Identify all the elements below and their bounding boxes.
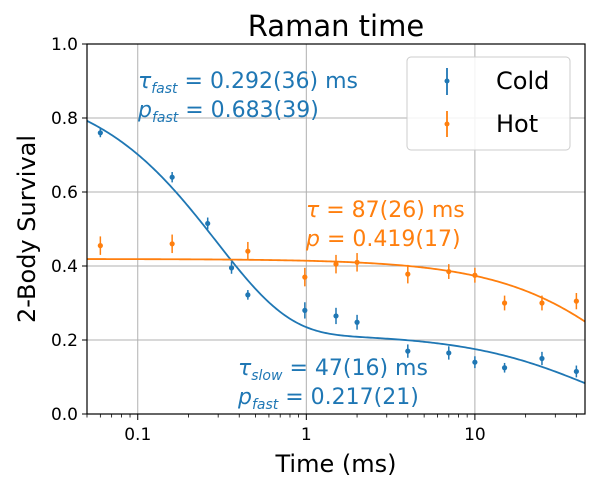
annotation-cold-fast-p: pfast = 0.683(39) — [137, 98, 319, 126]
data-point-hot — [573, 293, 579, 310]
chart-title: Raman time — [248, 9, 424, 43]
annotation-cold-fast-tau: τfast = 0.292(36) ms — [138, 69, 358, 97]
x-tick-label: 1 — [301, 425, 312, 445]
legend-cold-marker — [444, 78, 450, 84]
legend-hot-marker — [444, 121, 450, 127]
x-axis-title: Time (ms) — [275, 450, 397, 478]
annotation-cold-slow-p: pfast = 0.217(21) — [237, 385, 419, 413]
annotation-hot-tau: τ = 87(26) ms — [306, 198, 465, 223]
marker-cold — [501, 365, 508, 371]
data-point-cold — [472, 356, 478, 369]
data-point-cold — [302, 302, 308, 319]
annotation-cold-slow: τslow = 47(16) ms pfast = 0.217(21) — [237, 356, 428, 413]
data-point-cold — [333, 307, 339, 325]
y-tick-label: 0.0 — [51, 405, 78, 425]
legend-item-hot: Hot — [444, 110, 538, 138]
marker-hot — [446, 268, 452, 275]
y-tick-label: 0.2 — [51, 331, 78, 351]
data-point-hot — [539, 295, 545, 311]
marker-cold — [354, 319, 360, 325]
marker-cold — [169, 174, 175, 180]
data-point-cold — [573, 365, 579, 378]
marker-hot — [405, 271, 411, 277]
axis-ticks: 0.0 0.2 0.4 0.6 0.8 1.0 0.1 1 10 — [51, 35, 577, 445]
marker-hot — [97, 243, 103, 249]
marker-hot — [472, 272, 478, 278]
legend-item-cold: Cold — [444, 67, 549, 95]
marker-cold — [573, 368, 579, 375]
data-point-cold — [228, 261, 235, 274]
data-point-hot — [169, 234, 175, 254]
y-tick-label: 0.8 — [51, 109, 78, 129]
plot-frame — [86, 43, 586, 415]
data-point-hot — [302, 267, 308, 287]
data-point-hot — [501, 295, 508, 311]
data-point-cold — [97, 128, 103, 138]
marker-hot — [573, 298, 579, 304]
x-tick-label: 0.1 — [124, 425, 151, 445]
marker-cold — [97, 130, 103, 136]
annotation-hot: τ = 87(26) ms p = 0.419(17) — [305, 198, 465, 252]
legend: Cold Hot — [406, 56, 571, 151]
marker-hot — [539, 300, 545, 306]
marker-hot — [245, 248, 251, 254]
data-point-cold — [169, 172, 175, 183]
marker-cold — [245, 292, 251, 298]
y-axis-title: 2-Body Survival — [13, 135, 41, 323]
annotation-cold-slow-tau: τslow = 47(16) ms — [238, 356, 428, 384]
marker-hot — [333, 261, 339, 267]
marker-cold — [446, 350, 452, 356]
y-tick-label: 0.6 — [51, 183, 78, 203]
marker-cold — [539, 355, 545, 362]
marker-cold — [205, 220, 211, 227]
data-point-cold — [446, 346, 452, 360]
data-point-hot — [245, 241, 251, 261]
data-point-cold — [539, 351, 545, 366]
data-point-hot — [446, 264, 452, 279]
legend-hot-label: Hot — [496, 110, 538, 138]
marker-hot — [501, 300, 508, 306]
y-tick-label: 1.0 — [51, 35, 78, 55]
marker-cold — [228, 265, 235, 271]
data-points — [97, 128, 579, 378]
marker-cold — [302, 307, 308, 313]
data-point-hot — [97, 236, 103, 255]
data-point-hot — [333, 254, 339, 274]
marker-cold — [333, 313, 339, 319]
marker-cold — [472, 359, 478, 365]
data-point-hot — [405, 264, 411, 284]
data-point-cold — [245, 290, 251, 300]
marker-hot — [169, 241, 175, 247]
fit-curve-cold — [86, 120, 586, 385]
data-point-cold — [205, 217, 211, 230]
data-point-cold — [405, 344, 411, 358]
marker-cold — [405, 348, 411, 354]
legend-cold-label: Cold — [496, 67, 549, 95]
data-point-hot — [354, 253, 360, 272]
annotation-hot-p: p = 0.419(17) — [305, 227, 461, 252]
data-point-cold — [501, 362, 508, 373]
marker-hot — [302, 274, 308, 280]
x-tick-label: 10 — [464, 425, 486, 445]
data-point-cold — [354, 314, 360, 330]
data-point-hot — [472, 267, 478, 283]
annotation-cold-fast: τfast = 0.292(36) ms pfast = 0.683(39) — [137, 69, 358, 126]
marker-hot — [354, 259, 360, 265]
y-tick-label: 0.4 — [51, 257, 78, 277]
